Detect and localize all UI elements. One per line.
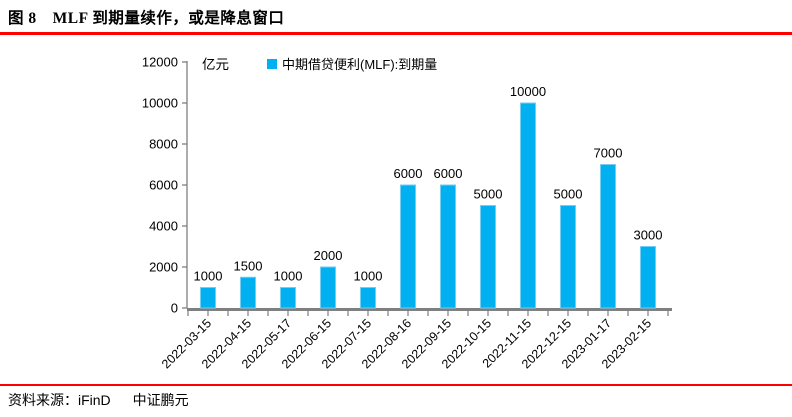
bar-value-label: 3000: [634, 228, 663, 243]
bar-value-label: 7000: [594, 146, 623, 161]
axis-unit-label: 亿元: [202, 57, 229, 72]
bar-value-label: 2000: [314, 248, 343, 263]
company-name: 中证鹏元: [132, 392, 189, 408]
bar: [320, 266, 336, 309]
bar: [280, 287, 296, 309]
bar-value-label: 1000: [274, 269, 303, 284]
bar: [240, 276, 256, 309]
top-divider-line: [0, 32, 792, 35]
bar: [520, 102, 536, 309]
y-tick-label: 10000: [142, 96, 178, 111]
bar-value-label: 1500: [234, 258, 263, 273]
source-label: 资料来源：iFinD: [8, 392, 111, 408]
source-line: 资料来源：iFinD 中证鹏元: [8, 390, 189, 410]
bar-value-label: 1000: [354, 269, 383, 284]
bottom-divider-line: [0, 384, 792, 386]
bar: [600, 164, 616, 309]
bar: [440, 184, 456, 309]
legend-swatch-icon: [267, 58, 277, 69]
y-tick-label: 8000: [149, 137, 178, 152]
y-tick-label: 0: [171, 301, 178, 316]
y-tick-label: 6000: [149, 178, 178, 193]
bar: [360, 287, 376, 309]
bar-value-label: 6000: [394, 166, 423, 181]
bar-value-label: 5000: [554, 187, 583, 202]
bar-value-label: 1000: [194, 269, 223, 284]
bar-value-label: 5000: [474, 187, 503, 202]
y-tick-label: 2000: [149, 260, 178, 275]
bar: [200, 287, 216, 309]
bar: [560, 205, 576, 309]
y-tick-label: 4000: [149, 219, 178, 234]
bar: [400, 184, 416, 309]
figure-title: 图 8 MLF 到期量续作，或是降息窗口: [8, 10, 285, 27]
legend-label: 中期借贷便利(MLF):到期量: [282, 57, 438, 72]
bar: [640, 246, 656, 309]
y-tick-label: 12000: [142, 55, 178, 70]
bar-value-label: 6000: [434, 166, 463, 181]
chart-legend: 中期借贷便利(MLF):到期量: [267, 54, 437, 73]
bar-value-label: 10000: [510, 84, 546, 99]
bar: [480, 205, 496, 309]
